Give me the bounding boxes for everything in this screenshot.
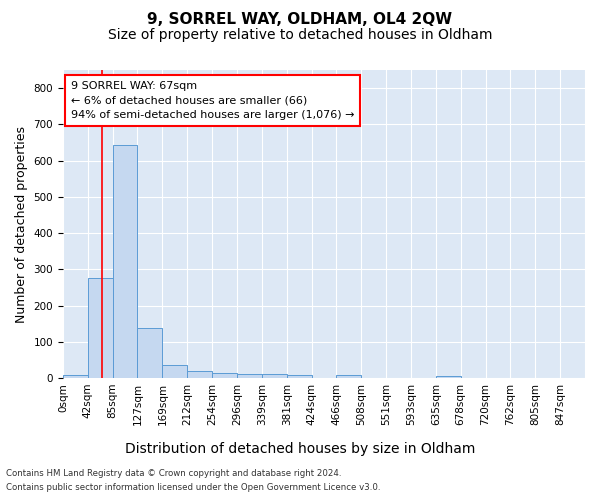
- Bar: [337, 376, 361, 378]
- Bar: [212, 374, 237, 378]
- Bar: [262, 374, 287, 378]
- Text: Size of property relative to detached houses in Oldham: Size of property relative to detached ho…: [108, 28, 492, 42]
- Bar: [187, 371, 212, 378]
- Bar: [113, 146, 137, 378]
- Bar: [237, 374, 262, 378]
- Y-axis label: Number of detached properties: Number of detached properties: [15, 126, 28, 322]
- Bar: [163, 366, 187, 378]
- Bar: [88, 278, 113, 378]
- Bar: [137, 328, 163, 378]
- Bar: [287, 375, 311, 378]
- Text: Contains HM Land Registry data © Crown copyright and database right 2024.: Contains HM Land Registry data © Crown c…: [6, 468, 341, 477]
- Bar: [63, 375, 88, 378]
- Text: 9, SORREL WAY, OLDHAM, OL4 2QW: 9, SORREL WAY, OLDHAM, OL4 2QW: [148, 12, 452, 28]
- Bar: [436, 376, 461, 378]
- Text: Contains public sector information licensed under the Open Government Licence v3: Contains public sector information licen…: [6, 484, 380, 492]
- Text: 9 SORREL WAY: 67sqm
← 6% of detached houses are smaller (66)
94% of semi-detache: 9 SORREL WAY: 67sqm ← 6% of detached hou…: [71, 81, 354, 120]
- Text: Distribution of detached houses by size in Oldham: Distribution of detached houses by size …: [125, 442, 475, 456]
